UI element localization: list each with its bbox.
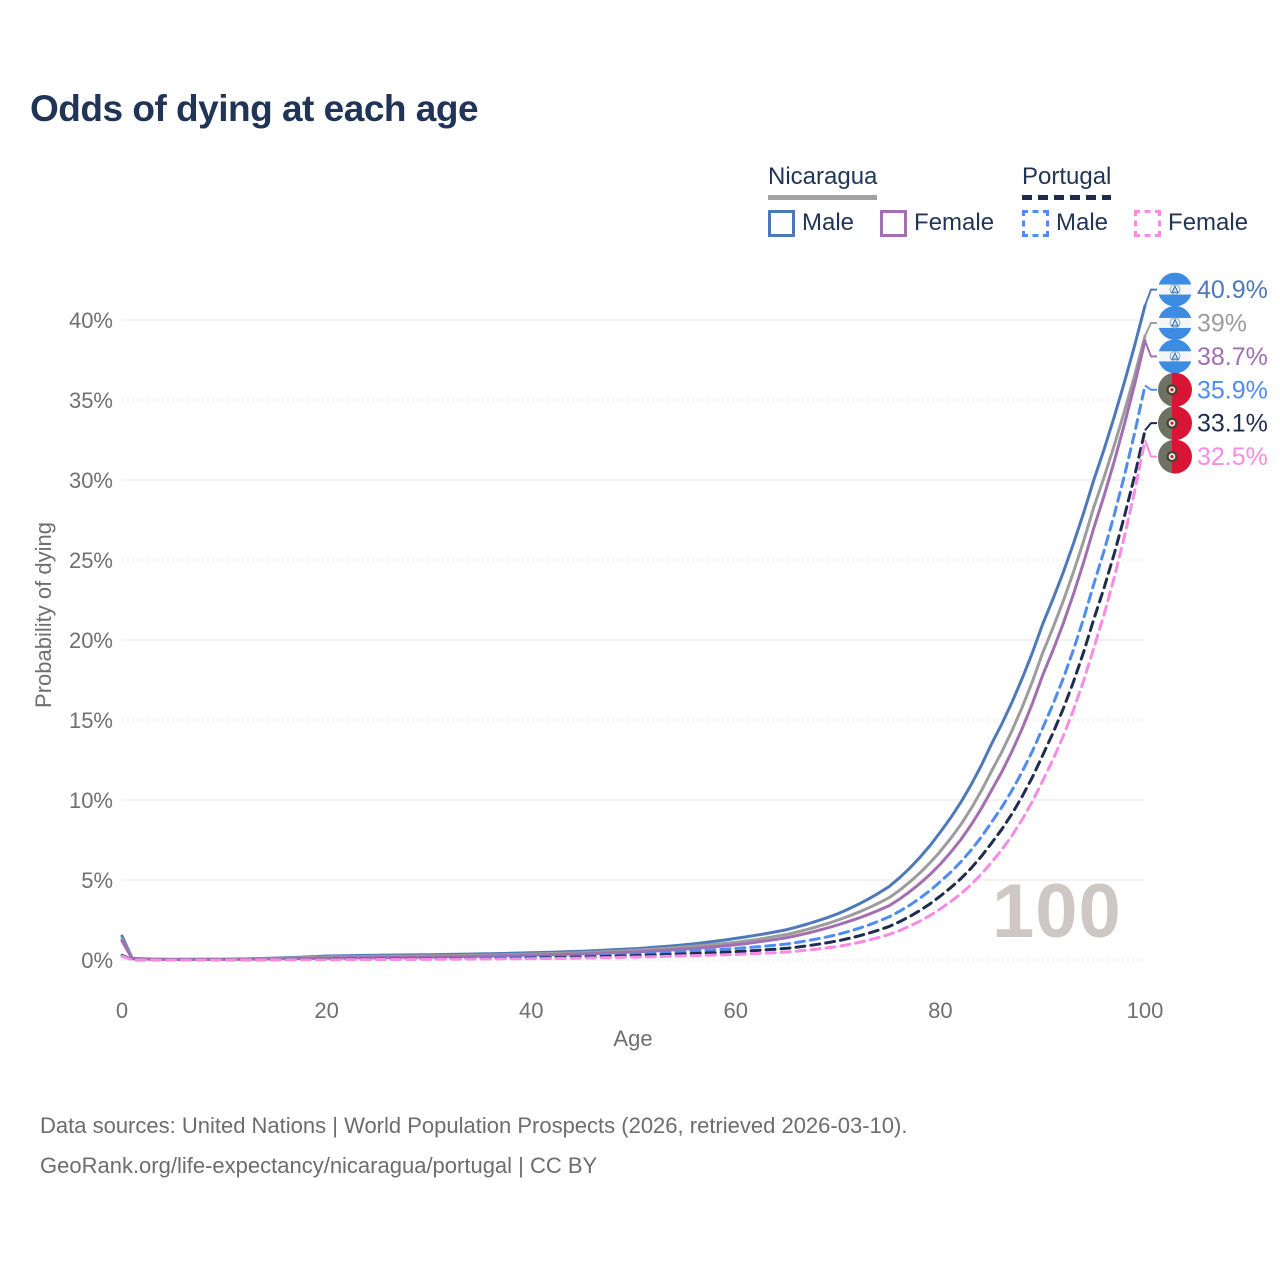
legend-group-portugal: Portugal Male Female xyxy=(1022,163,1248,237)
endpoint-connector-nicaragua-all xyxy=(1144,321,1157,337)
nicaragua-flag-icon xyxy=(1158,339,1192,373)
x-tick-label: 80 xyxy=(928,998,952,1023)
x-tick-label: 0 xyxy=(116,998,128,1023)
legend-country-nicaragua[interactable]: Nicaragua xyxy=(768,163,878,190)
legend-country-portugal[interactable]: Portugal xyxy=(1022,163,1112,190)
endpoint-connector-nicaragua-female xyxy=(1144,340,1157,358)
y-tick-label: 10% xyxy=(69,788,113,813)
series-line-portugal-male[interactable] xyxy=(120,384,1147,962)
gridlines xyxy=(122,319,1145,961)
age-counter-watermark: 100 xyxy=(992,869,1122,954)
legend-label: Female xyxy=(1168,209,1249,236)
series-line-nicaragua-all[interactable] xyxy=(120,334,1147,961)
endpoint-connector-portugal-female xyxy=(1144,439,1157,458)
endpoint-label-nicaragua-male: 40.9% xyxy=(1197,276,1268,304)
series-line-nicaragua-male[interactable] xyxy=(120,304,1147,961)
y-tick-label: 40% xyxy=(69,308,113,333)
endpoint-connector-nicaragua-male xyxy=(1144,288,1157,306)
series-line-nicaragua-female[interactable] xyxy=(120,339,1147,961)
endpoint-labels: 40.9% 39% 38.7% 35.9% 33.1% 32.5% xyxy=(1144,273,1268,474)
legend-group-nicaragua: Nicaragua Male Female xyxy=(768,163,994,237)
nicaragua-female-swatch xyxy=(880,209,908,237)
endpoint-label-portugal-all: 33.1% xyxy=(1197,410,1268,438)
y-tick-label: 20% xyxy=(69,628,113,653)
portugal-flag-icon xyxy=(1158,440,1192,474)
footer-line-2: GeoRank.org/life-expectancy/nicaragua/po… xyxy=(40,1153,598,1178)
endpoint-connector-portugal-male xyxy=(1144,384,1157,391)
legend-item-nicaragua-male[interactable]: Male xyxy=(768,209,854,237)
x-tick-label: 40 xyxy=(519,998,543,1023)
axis-tick-labels: 0% 5% 10% 15% 20% 25% 30% 35% 40% 0 20 40 60 80 100 xyxy=(69,308,1163,1023)
legend-item-portugal-female[interactable]: Female xyxy=(1134,209,1248,237)
x-tick-label: 20 xyxy=(314,998,338,1023)
endpoint-label-nicaragua-all: 39% xyxy=(1197,309,1247,337)
portugal-female-swatch xyxy=(1134,209,1162,237)
chart-title: Odds of dying at each age xyxy=(30,88,479,129)
nicaragua-line-style-swatch xyxy=(768,195,878,200)
nicaragua-male-swatch xyxy=(768,209,795,237)
legend-label: Male xyxy=(1056,209,1109,236)
portugal-line-style-swatch xyxy=(1022,195,1112,200)
series-lines xyxy=(120,304,1147,962)
legend-item-nicaragua-female[interactable]: Female xyxy=(880,209,994,237)
x-tick-label: 60 xyxy=(724,998,748,1023)
x-axis-title: Age xyxy=(613,1026,653,1051)
y-tick-label: 25% xyxy=(69,548,113,573)
portugal-male-swatch xyxy=(1022,209,1049,237)
legend-item-portugal-male[interactable]: Male xyxy=(1022,209,1108,237)
data-source-footer: Data sources: United Nations | World Pop… xyxy=(40,1106,907,1186)
endpoint-connector-portugal-all xyxy=(1144,422,1157,432)
endpoint-label-nicaragua-female: 38.7% xyxy=(1197,343,1268,371)
x-tick-label: 100 xyxy=(1127,998,1164,1023)
endpoint-label-portugal-male: 35.9% xyxy=(1197,376,1268,404)
legend-label: Male xyxy=(802,209,855,236)
y-tick-label: 35% xyxy=(69,388,113,413)
portugal-flag-icon xyxy=(1158,406,1192,440)
y-tick-label: 30% xyxy=(69,468,113,493)
y-tick-label: 5% xyxy=(81,868,113,893)
footer-line-1: Data sources: United Nations | World Pop… xyxy=(40,1113,908,1138)
y-tick-label: 15% xyxy=(69,708,113,733)
y-tick-label: 0% xyxy=(81,948,113,973)
nicaragua-flag-icon xyxy=(1158,273,1192,307)
endpoint-label-portugal-female: 32.5% xyxy=(1197,443,1268,471)
series-line-portugal-female[interactable] xyxy=(120,438,1147,962)
portugal-flag-icon xyxy=(1158,373,1192,407)
nicaragua-flag-icon xyxy=(1158,306,1192,340)
legend-label: Female xyxy=(914,209,995,236)
y-axis-title: Probability of dying xyxy=(31,522,56,708)
